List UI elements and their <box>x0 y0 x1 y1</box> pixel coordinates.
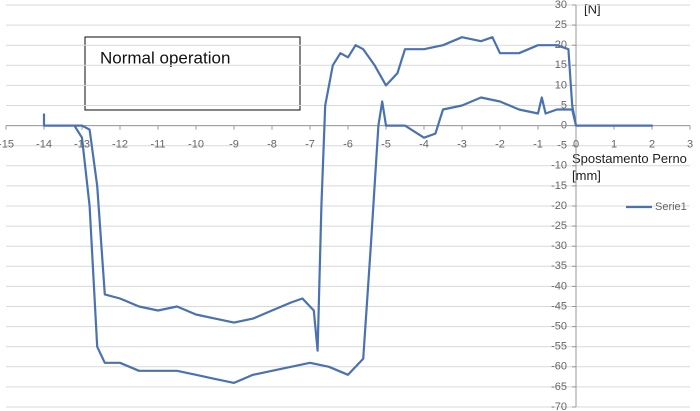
y-tick-label: -35 <box>551 260 567 272</box>
x-axis-label: Spostamento Perno [mm] <box>572 151 687 183</box>
x-axis-label-box: Spostamento Perno [mm] <box>572 151 687 183</box>
x-tick-label: -2 <box>495 139 505 151</box>
y-tick-label: 15 <box>555 59 567 71</box>
y-tick-label: -20 <box>551 200 567 212</box>
y-tick-label: -60 <box>551 361 567 373</box>
x-tick-label: -1 <box>533 139 543 151</box>
y-tick-label: 5 <box>561 99 567 111</box>
x-tick-label: -9 <box>229 139 239 151</box>
y-tick-label: -25 <box>551 220 567 232</box>
y-tick-label: 10 <box>555 79 567 91</box>
series-line <box>42 36 654 384</box>
y-axis-label: [N] <box>584 1 601 16</box>
y-tick-label: 30 <box>555 0 567 11</box>
x-tick-label: 1 <box>611 139 617 151</box>
y-tick-label: -15 <box>551 180 567 192</box>
x-tick-label: 0 <box>573 139 579 151</box>
annotation-box <box>84 36 301 111</box>
x-tick-label: -10 <box>188 139 204 151</box>
y-tick-label: -45 <box>551 300 567 312</box>
y-tick-label: -40 <box>551 280 567 292</box>
x-tick-label: -14 <box>36 139 52 151</box>
x-tick-label: -4 <box>419 139 429 151</box>
x-tick-label: 3 <box>687 139 693 151</box>
y-tick-label: -10 <box>551 160 567 172</box>
y-tick-label: 25 <box>555 19 567 31</box>
x-tick-label: -8 <box>267 139 277 151</box>
legend-label: Serie1 <box>655 201 687 213</box>
annotation: Normal operation <box>100 48 230 67</box>
y-tick-label: -70 <box>551 401 567 411</box>
y-tick-label: -5 <box>557 140 567 152</box>
x-tick-label: -6 <box>343 139 353 151</box>
y-tick-label: -50 <box>551 321 567 333</box>
x-tick-label: 2 <box>649 139 655 151</box>
x-tick-label: -5 <box>381 139 391 151</box>
y-tick-label: -55 <box>551 341 567 353</box>
x-tick-label: -7 <box>305 139 315 151</box>
x-tick-label: -11 <box>150 139 165 151</box>
y-tick-label: -30 <box>551 240 567 252</box>
x-tick-label: -15 <box>0 139 14 151</box>
y-tick-label: -65 <box>551 381 567 393</box>
x-tick-label: -3 <box>457 139 467 151</box>
x-tick-label: -12 <box>112 139 128 151</box>
